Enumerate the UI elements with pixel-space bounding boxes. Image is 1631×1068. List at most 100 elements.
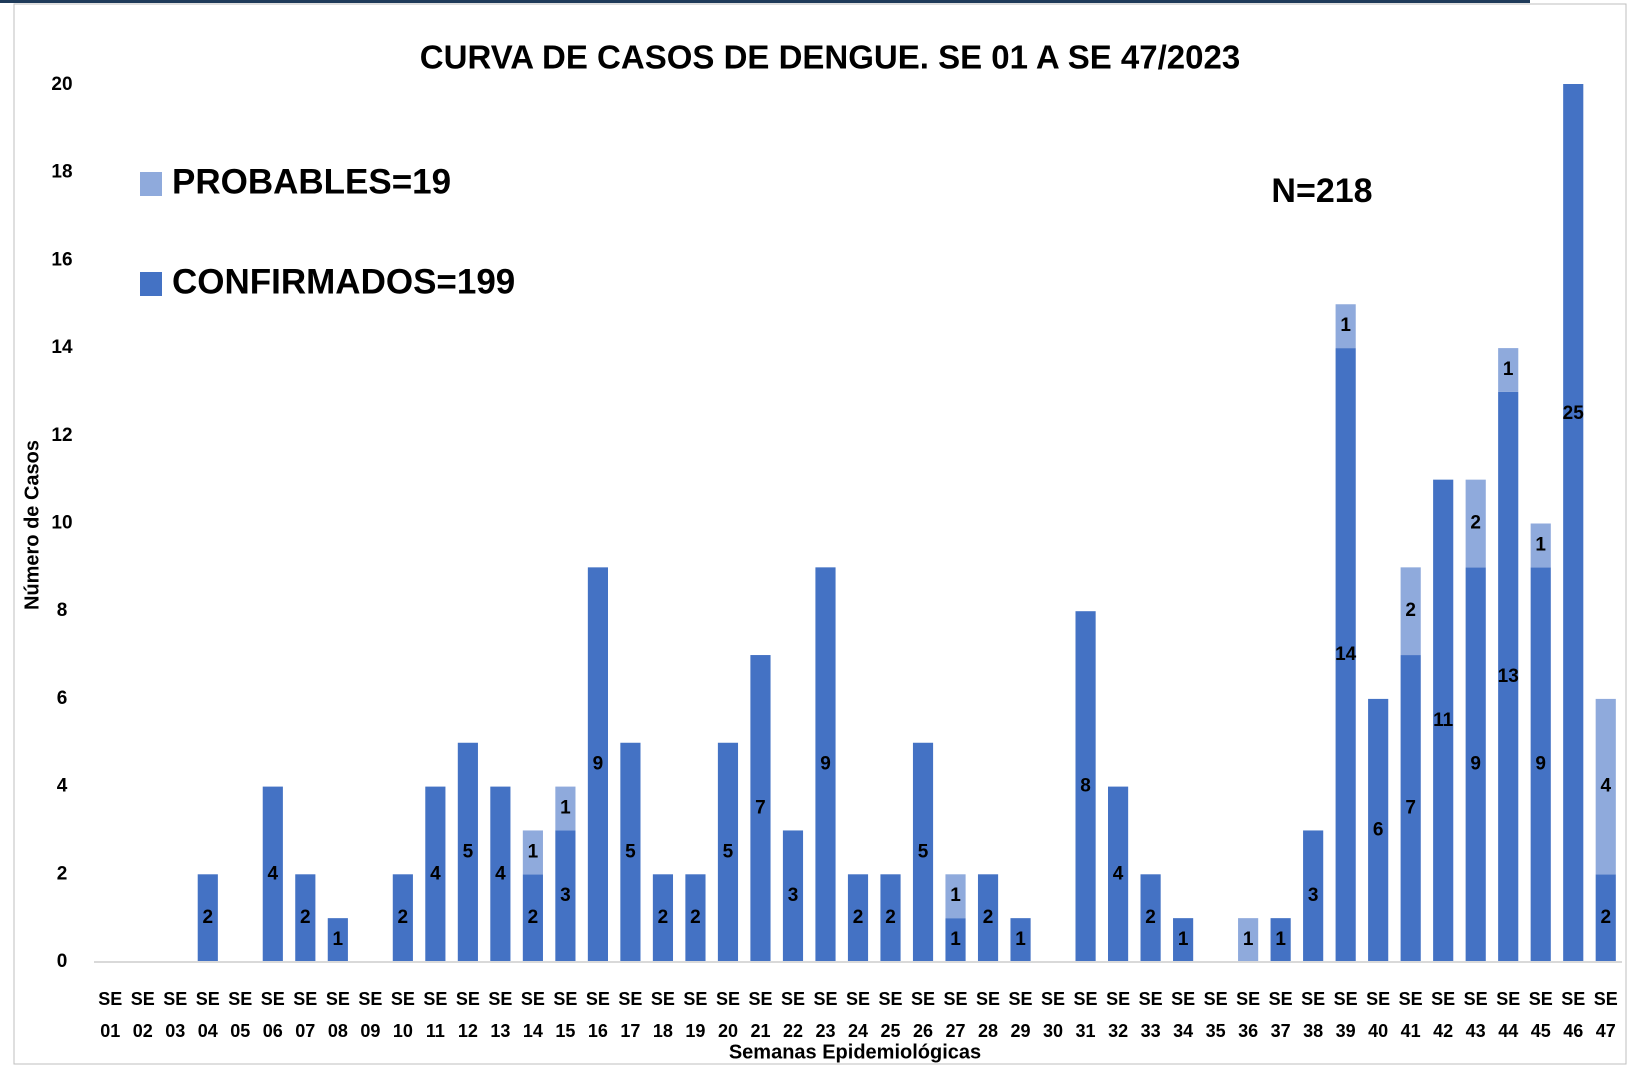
data-label: 1 (560, 798, 571, 819)
data-label: 1 (1015, 929, 1026, 950)
x-tick-label: SE 44 (1496, 989, 1521, 1041)
data-label: 5 (625, 841, 636, 862)
bar-segment (1108, 786, 1129, 962)
x-tick-label: SE 41 (1398, 989, 1423, 1041)
x-tick-label: SE 14 (520, 989, 545, 1041)
x-tick-label: SE 36 (1236, 989, 1261, 1041)
x-tick-label: SE 24 (845, 989, 870, 1041)
bar-segment (1595, 698, 1616, 875)
data-label: 2 (658, 907, 669, 928)
data-label: 1 (1503, 359, 1514, 380)
bar-segment (1530, 523, 1551, 568)
data-label: 1 (950, 885, 961, 906)
data-label: 2 (300, 907, 311, 928)
bar-segment (425, 786, 446, 962)
chart-frame (13, 3, 1627, 1065)
x-tick-label: SE 42 (1431, 989, 1456, 1041)
bar-segment (1400, 567, 1421, 656)
data-label: 11 (1433, 710, 1454, 731)
y-tick-label: 20 (51, 74, 72, 95)
legend-swatch (140, 272, 162, 296)
bar-segment (1270, 918, 1291, 962)
bar-segment (327, 918, 348, 962)
bar-segment (522, 830, 543, 875)
bar-segment (685, 874, 706, 962)
data-label: 7 (755, 798, 766, 819)
bar-segment (1010, 918, 1031, 962)
x-tick-label: SE 11 (423, 989, 448, 1041)
data-label: 1 (1243, 929, 1254, 950)
data-label: 2 (853, 907, 864, 928)
x-tick-label: SE 38 (1301, 989, 1326, 1041)
y-tick-label: 6 (57, 688, 68, 709)
data-label: 1 (528, 841, 539, 862)
bar-segment (1238, 918, 1259, 962)
bar-segment (1563, 84, 1584, 962)
data-label: 2 (885, 907, 896, 928)
x-tick-label: SE 26 (911, 989, 936, 1041)
x-tick-label: SE 20 (715, 989, 740, 1041)
data-label: 13 (1498, 666, 1519, 687)
x-tick-label: SE 17 (618, 989, 643, 1041)
bar-segment (555, 830, 576, 962)
bar-segment (587, 567, 608, 962)
x-tick-label: SE 10 (390, 989, 415, 1041)
data-label: 3 (1308, 885, 1319, 906)
data-label: 3 (560, 885, 571, 906)
bar-segment (295, 874, 316, 962)
x-tick-label: SE 27 (943, 989, 968, 1041)
y-tick-label: 2 (57, 863, 68, 884)
x-tick-label: SE 19 (683, 989, 708, 1041)
bar-segment (555, 786, 576, 831)
data-label: 1 (1535, 534, 1546, 555)
y-tick-label: 16 (51, 249, 72, 270)
x-tick-label: SE 46 (1561, 989, 1586, 1041)
data-label: 5 (918, 841, 929, 862)
data-label: 1 (1178, 929, 1189, 950)
data-label: 4 (1113, 863, 1124, 884)
bar-segment (1595, 874, 1616, 962)
x-tick-label: SE 15 (553, 989, 578, 1041)
x-tick-label: SE 40 (1366, 989, 1391, 1041)
x-tick-label: SE 16 (585, 989, 610, 1041)
legend-swatch (140, 172, 162, 196)
x-tick-label: SE 05 (228, 989, 253, 1041)
x-tick-label: SE 45 (1528, 989, 1553, 1041)
data-label: 4 (1600, 776, 1611, 797)
bar-segment (620, 742, 641, 962)
y-tick-label: 8 (57, 600, 68, 621)
data-label: 4 (495, 863, 506, 884)
data-label: 6 (1373, 819, 1384, 840)
bar-segment (912, 742, 934, 962)
data-label: 5 (723, 841, 734, 862)
x-tick-label: SE 32 (1106, 989, 1131, 1041)
x-tick-label: SE 34 (1171, 989, 1196, 1041)
x-tick-label: SE 29 (1008, 989, 1033, 1041)
data-label: 2 (690, 907, 701, 928)
bar-segment (945, 918, 966, 962)
bar-segment (750, 655, 771, 962)
data-label: 1 (1340, 315, 1351, 336)
x-tick-label: SE 47 (1593, 989, 1618, 1041)
bar-segment (1368, 698, 1389, 962)
data-label: 2 (202, 907, 213, 928)
legend-label: CONFIRMADOS=199 (172, 262, 515, 301)
data-label: 4 (430, 863, 441, 884)
x-tick-label: SE 33 (1138, 989, 1163, 1041)
data-label: 9 (820, 754, 831, 775)
x-tick-label: SE 12 (455, 989, 480, 1041)
bar-segment (1498, 391, 1519, 962)
bar-segment (652, 874, 674, 962)
bar-segment (1303, 830, 1324, 962)
x-tick-label: SE 06 (260, 989, 285, 1041)
data-label: 2 (1145, 907, 1156, 928)
bar-segment (815, 567, 836, 962)
data-label: 14 (1335, 644, 1357, 665)
x-tick-label: SE 04 (195, 989, 220, 1041)
bar-segment (1400, 655, 1421, 962)
x-tick-label: SE 35 (1203, 989, 1228, 1041)
bar-segment (457, 742, 478, 962)
data-label: 1 (1275, 929, 1286, 950)
x-tick-label: SE 25 (878, 989, 903, 1041)
y-tick-label: 14 (51, 337, 73, 358)
